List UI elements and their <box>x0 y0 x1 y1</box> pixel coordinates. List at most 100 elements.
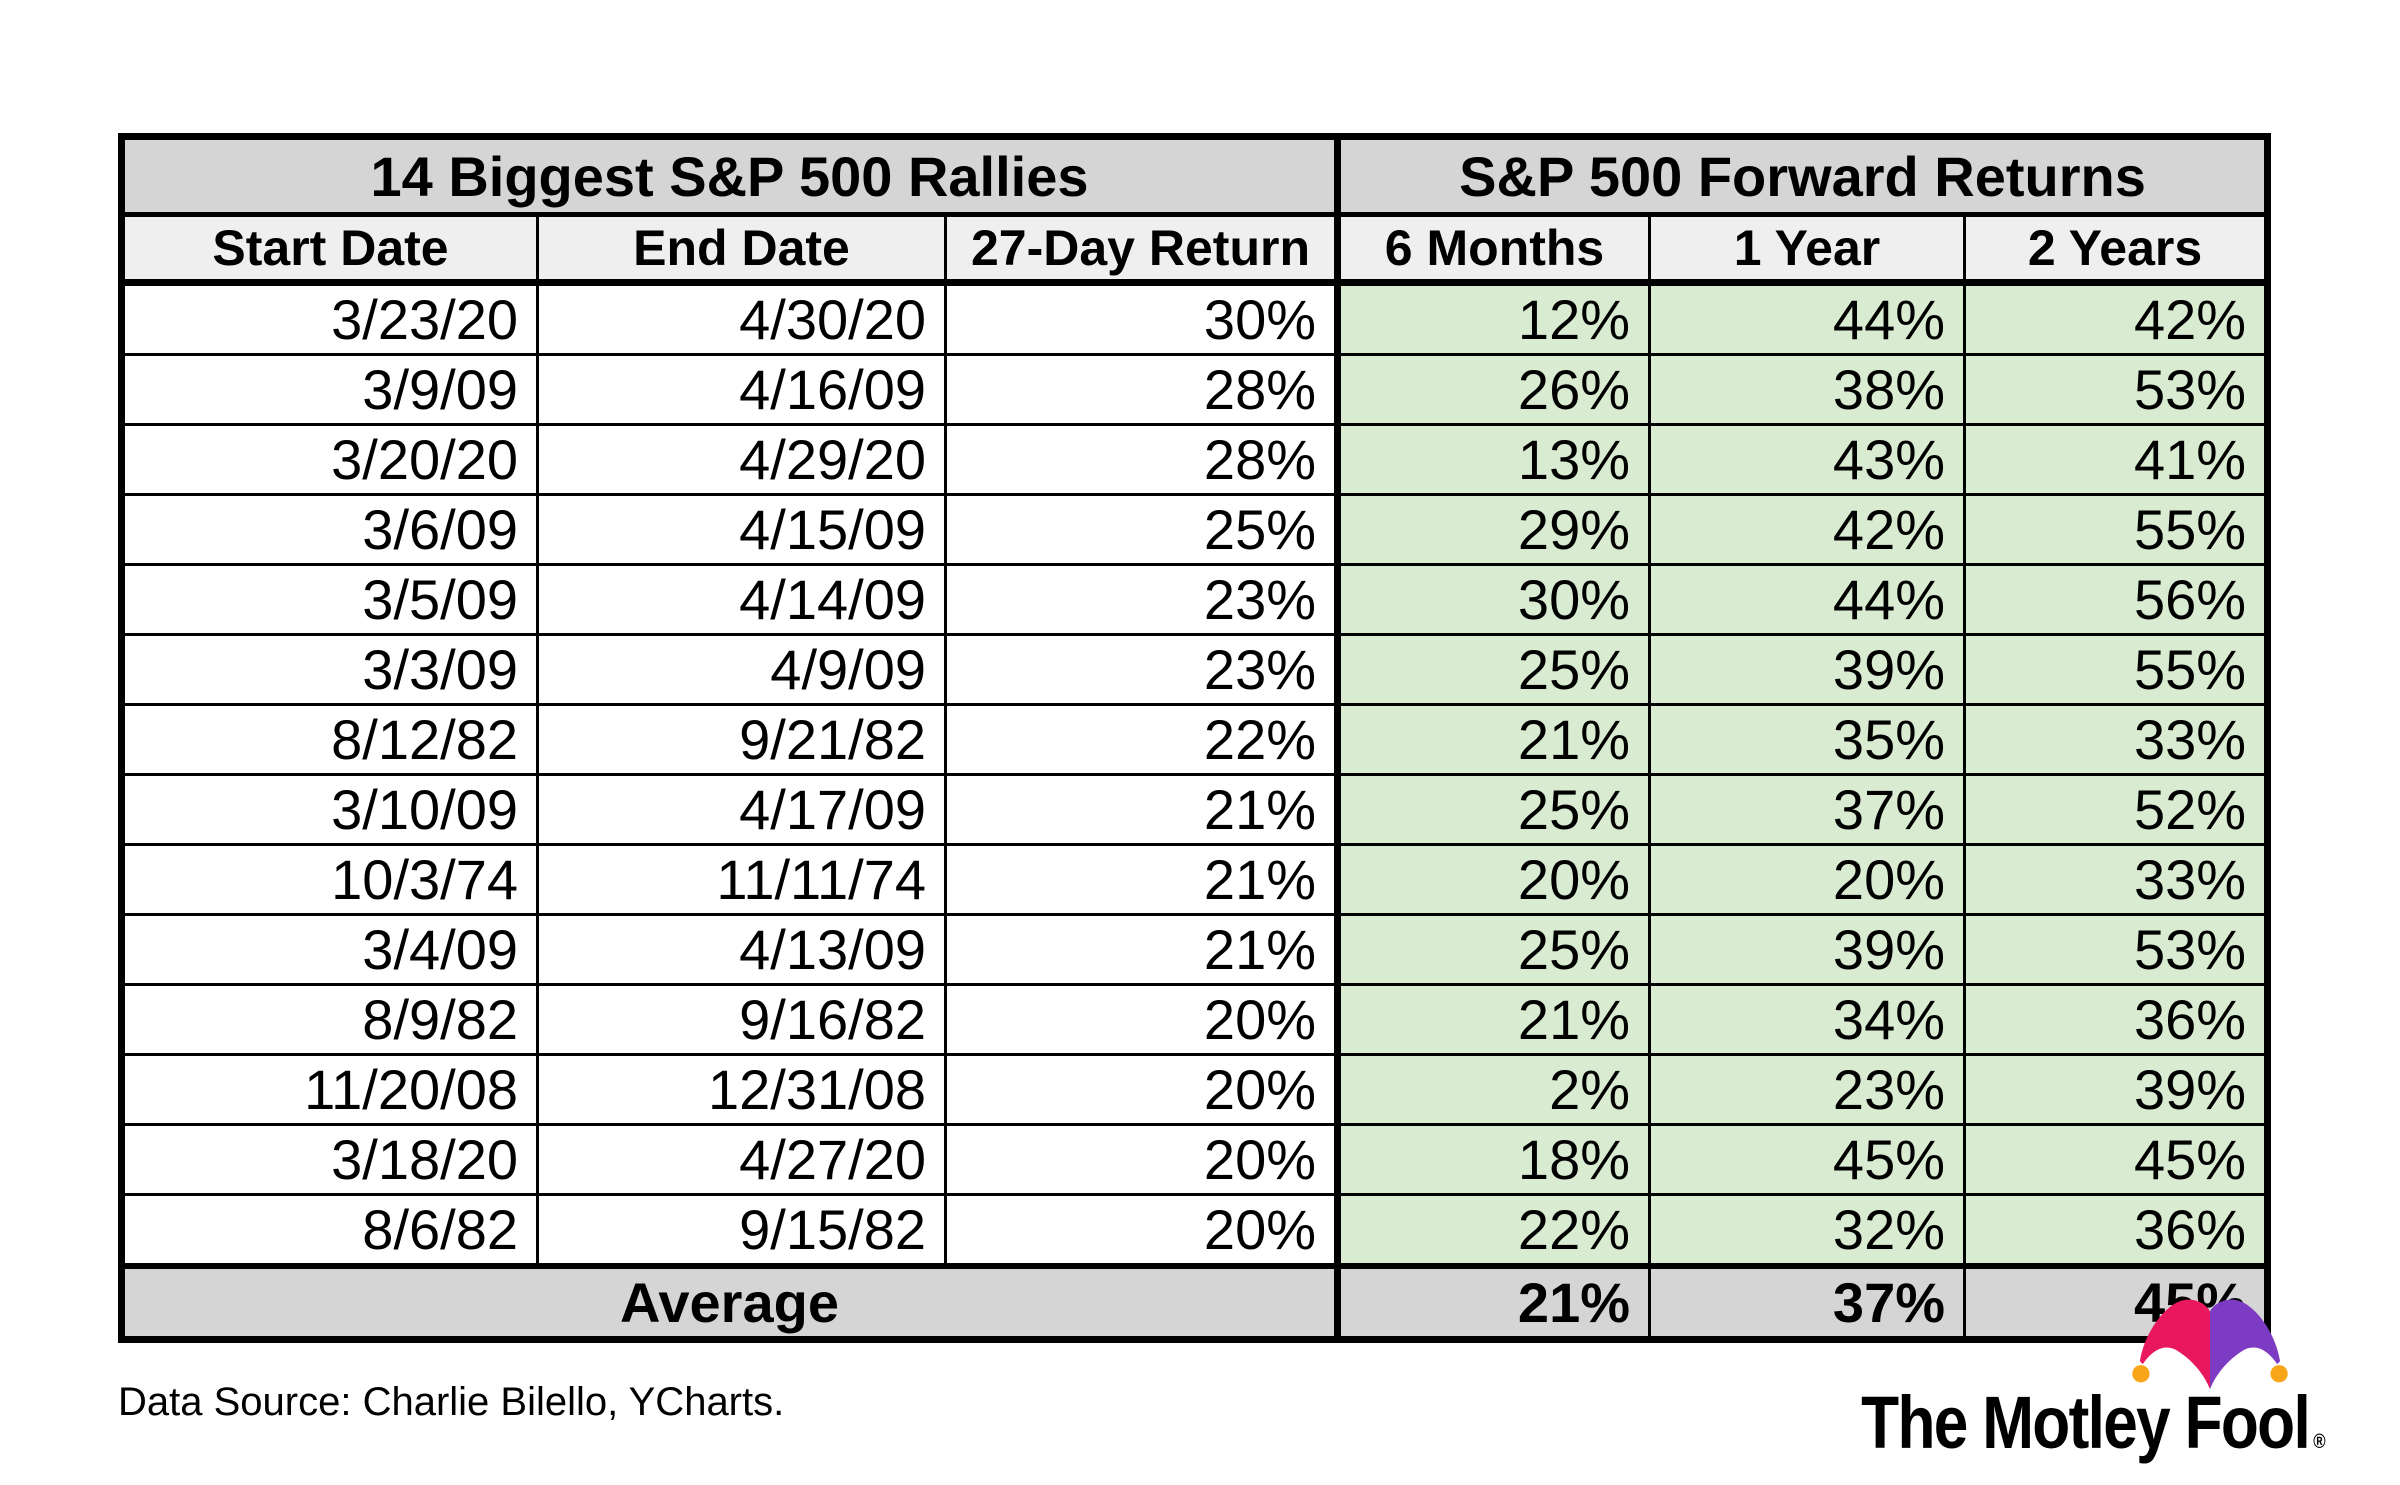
end-date-cell: 9/16/82 <box>536 983 947 1056</box>
average-label: Average <box>119 1263 1340 1341</box>
fwd-1y-cell: 38% <box>1648 353 1967 426</box>
start-date-cell: 3/20/20 <box>120 423 539 496</box>
end-date-cell: 4/30/20 <box>536 281 947 356</box>
return-cell: 28% <box>943 353 1340 426</box>
table-row: 8/12/82 9/21/82 22% 21% 35% 33% <box>120 703 2270 776</box>
motley-fool-wordmark: The Motley Fool ® <box>1861 1380 2325 1465</box>
start-date-cell: 8/12/82 <box>120 703 539 776</box>
end-date-cell: 9/15/82 <box>536 1193 947 1268</box>
col-header-start-date: Start Date <box>120 213 539 286</box>
fwd-2y-cell: 52% <box>1963 773 2270 846</box>
left-section-title: 14 Biggest S&P 500 Rallies <box>119 135 1340 217</box>
fwd-6m-cell: 18% <box>1334 1123 1652 1196</box>
start-date-cell: 11/20/08 <box>120 1053 539 1126</box>
fwd-6m-cell: 30% <box>1334 563 1652 636</box>
start-date-cell: 10/3/74 <box>120 843 539 916</box>
return-cell: 20% <box>943 1193 1340 1268</box>
start-date-cell: 3/5/09 <box>120 563 539 636</box>
table-row: 3/18/20 4/27/20 20% 18% 45% 45% <box>120 1123 2270 1196</box>
fwd-2y-cell: 41% <box>1963 423 2270 496</box>
table-row: 8/6/82 9/15/82 20% 22% 32% 36% <box>120 1193 2270 1268</box>
start-date-cell: 3/3/09 <box>120 633 539 706</box>
end-date-cell: 4/16/09 <box>536 353 947 426</box>
return-cell: 21% <box>943 843 1340 916</box>
fwd-1y-cell: 44% <box>1648 563 1967 636</box>
end-date-cell: 4/17/09 <box>536 773 947 846</box>
return-cell: 22% <box>943 703 1340 776</box>
fwd-1y-cell: 43% <box>1648 423 1967 496</box>
return-cell: 23% <box>943 563 1340 636</box>
rallies-table: 14 Biggest S&P 500 Rallies S&P 500 Forwa… <box>118 133 2272 1343</box>
fwd-6m-cell: 2% <box>1334 1053 1652 1126</box>
return-cell: 28% <box>943 423 1340 496</box>
return-cell: 20% <box>943 983 1340 1056</box>
motley-fool-logo: The Motley Fool ® <box>1764 1296 2326 1471</box>
table-row: 3/23/20 4/30/20 30% 12% 44% 42% <box>120 281 2270 356</box>
table-row: 3/5/09 4/14/09 23% 30% 44% 56% <box>120 563 2270 636</box>
average-1y-cell: 37% <box>1648 1263 1967 1341</box>
fwd-1y-cell: 34% <box>1648 983 1967 1056</box>
table-row: 3/20/20 4/29/20 28% 13% 43% 41% <box>120 423 2270 496</box>
jester-hat-icon <box>2132 1299 2288 1390</box>
brand-text: The Motley Fool <box>1861 1381 2311 1464</box>
fwd-2y-cell: 39% <box>1963 1053 2270 1126</box>
table-row: 3/3/09 4/9/09 23% 25% 39% 55% <box>120 633 2270 706</box>
end-date-cell: 11/11/74 <box>536 843 947 916</box>
section-title-row: 14 Biggest S&P 500 Rallies S&P 500 Forwa… <box>119 135 2270 217</box>
data-source-note: Data Source: Charlie Bilello, YCharts. <box>118 1380 785 1424</box>
end-date-cell: 4/29/20 <box>536 423 947 496</box>
fwd-6m-cell: 25% <box>1334 913 1652 986</box>
return-cell: 20% <box>943 1123 1340 1196</box>
end-date-cell: 9/21/82 <box>536 703 947 776</box>
start-date-cell: 3/10/09 <box>120 773 539 846</box>
average-row: Average 21% 37% 45% <box>119 1263 2270 1341</box>
rallies-table-container: 14 Biggest S&P 500 Rallies S&P 500 Forwa… <box>118 133 2272 1343</box>
fwd-6m-cell: 21% <box>1334 983 1652 1056</box>
fwd-1y-cell: 20% <box>1648 843 1967 916</box>
table-row: 8/9/82 9/16/82 20% 21% 34% 36% <box>120 983 2270 1056</box>
average-6m-cell: 21% <box>1334 1263 1652 1341</box>
fwd-6m-cell: 20% <box>1334 843 1652 916</box>
fwd-2y-cell: 53% <box>1963 913 2270 986</box>
end-date-cell: 4/9/09 <box>536 633 947 706</box>
col-header-6-months: 6 Months <box>1334 213 1652 286</box>
col-header-1-year: 1 Year <box>1648 213 1967 286</box>
fwd-6m-cell: 22% <box>1334 1193 1652 1268</box>
start-date-cell: 3/23/20 <box>120 281 539 356</box>
return-cell: 21% <box>943 913 1340 986</box>
fwd-1y-cell: 39% <box>1648 633 1967 706</box>
table-row: 11/20/08 12/31/08 20% 2% 23% 39% <box>120 1053 2270 1126</box>
start-date-cell: 8/9/82 <box>120 983 539 1056</box>
fwd-1y-cell: 42% <box>1648 493 1967 566</box>
fwd-1y-cell: 23% <box>1648 1053 1967 1126</box>
fwd-6m-cell: 12% <box>1334 281 1652 356</box>
fwd-2y-cell: 33% <box>1963 703 2270 776</box>
table-row: 3/10/09 4/17/09 21% 25% 37% 52% <box>120 773 2270 846</box>
fwd-6m-cell: 26% <box>1334 353 1652 426</box>
fwd-2y-cell: 55% <box>1963 493 2270 566</box>
col-header-27-day-return: 27-Day Return <box>943 213 1340 286</box>
start-date-cell: 3/6/09 <box>120 493 539 566</box>
table-row: 3/6/09 4/15/09 25% 29% 42% 55% <box>120 493 2270 566</box>
return-cell: 21% <box>943 773 1340 846</box>
fwd-2y-cell: 36% <box>1963 1193 2270 1268</box>
fwd-2y-cell: 56% <box>1963 563 2270 636</box>
fwd-1y-cell: 35% <box>1648 703 1967 776</box>
start-date-cell: 8/6/82 <box>120 1193 539 1268</box>
return-cell: 25% <box>943 493 1340 566</box>
table-row: 3/9/09 4/16/09 28% 26% 38% 53% <box>120 353 2270 426</box>
fwd-6m-cell: 29% <box>1334 493 1652 566</box>
fwd-1y-cell: 44% <box>1648 281 1967 356</box>
fwd-6m-cell: 21% <box>1334 703 1652 776</box>
col-header-2-years: 2 Years <box>1963 213 2270 286</box>
start-date-cell: 3/18/20 <box>120 1123 539 1196</box>
return-cell: 30% <box>943 281 1340 356</box>
fwd-2y-cell: 55% <box>1963 633 2270 706</box>
fwd-2y-cell: 42% <box>1963 281 2270 356</box>
col-header-end-date: End Date <box>536 213 947 286</box>
start-date-cell: 3/9/09 <box>120 353 539 426</box>
fwd-1y-cell: 39% <box>1648 913 1967 986</box>
end-date-cell: 4/13/09 <box>536 913 947 986</box>
fwd-2y-cell: 33% <box>1963 843 2270 916</box>
end-date-cell: 4/27/20 <box>536 1123 947 1196</box>
